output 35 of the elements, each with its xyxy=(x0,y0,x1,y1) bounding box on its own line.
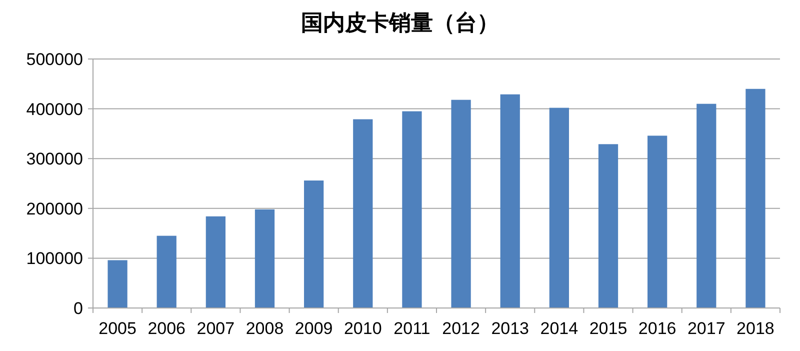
y-tick-label: 400000 xyxy=(26,100,83,119)
bar xyxy=(254,209,275,308)
x-tick-label: 2013 xyxy=(491,319,530,338)
chart-title: 国内皮卡销量（台） xyxy=(301,10,499,35)
bar xyxy=(451,100,471,308)
x-tick-label: 2012 xyxy=(442,319,480,338)
x-tick-label: 2009 xyxy=(294,319,333,338)
y-tick-label: 100000 xyxy=(26,249,83,268)
x-tick-label: 2005 xyxy=(98,319,136,338)
bar xyxy=(402,111,422,308)
x-tick-label: 2014 xyxy=(540,319,578,338)
bar xyxy=(108,260,128,308)
bar xyxy=(156,236,176,308)
bar xyxy=(746,88,766,308)
x-tick-label: 2011 xyxy=(394,319,430,338)
bar xyxy=(500,94,520,308)
bar xyxy=(598,144,618,308)
x-tick-label: 2016 xyxy=(638,319,676,338)
bar xyxy=(353,119,373,308)
x-tick-label: 2010 xyxy=(344,319,382,338)
bar xyxy=(549,108,569,308)
y-tick-label: 300000 xyxy=(26,150,83,169)
x-tick-label: 2008 xyxy=(246,319,284,338)
x-tick-label: 2017 xyxy=(687,319,726,338)
bar xyxy=(696,104,716,308)
y-tick-label: 500000 xyxy=(26,50,83,69)
bar xyxy=(206,216,226,308)
x-tick-label: 2006 xyxy=(148,319,186,338)
y-tick-label: 200000 xyxy=(26,199,83,218)
x-tick-label: 2018 xyxy=(736,319,774,338)
y-tick-label: 0 xyxy=(74,299,83,318)
bar xyxy=(304,180,324,308)
x-tick-label: 2015 xyxy=(589,319,628,338)
x-tick-label: 2007 xyxy=(196,319,235,338)
bar xyxy=(648,136,668,308)
